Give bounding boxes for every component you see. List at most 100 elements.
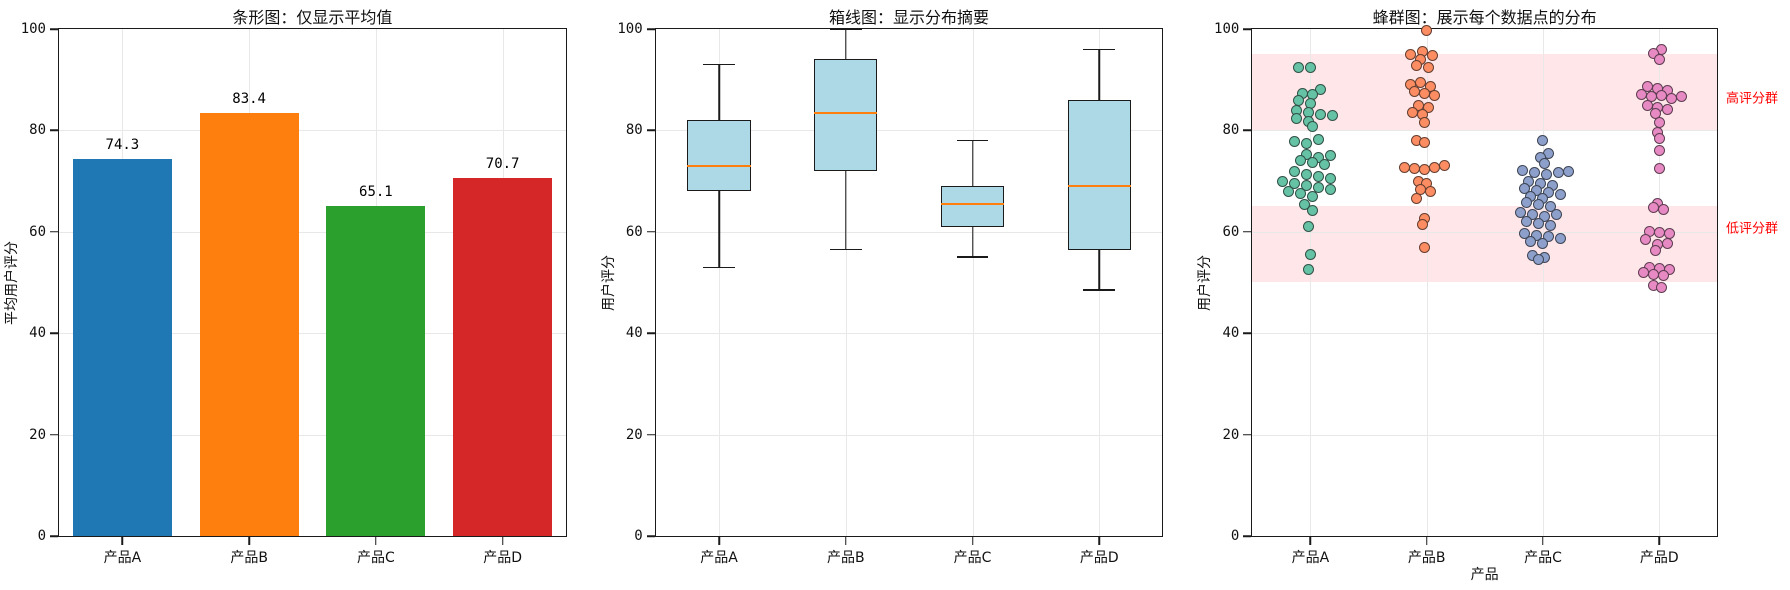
low-score-band-label: 低评分群 (1726, 221, 1779, 237)
x-gridline (845, 29, 847, 536)
subplot-box-plot: 箱线图：显示分布摘要 用户评分 0 20 40 60 80 100 产品A 产品B 产品C 产品D (597, 0, 1194, 590)
x-tick-label: 产品D (1639, 550, 1679, 566)
x-tick-mark (845, 537, 847, 545)
swarm-point (1306, 205, 1318, 216)
whisker-lower (718, 191, 720, 268)
bar-chart-y-axis-label: 平均用户评分 (4, 240, 20, 325)
swarm-point (1543, 231, 1555, 243)
swarm-point (1429, 90, 1441, 102)
median-line (814, 111, 878, 114)
box-产品D (1067, 99, 1131, 250)
x-tick-mark (121, 537, 124, 545)
whisker-upper (845, 29, 847, 60)
swarm-point (1302, 221, 1314, 233)
swarm-point (1653, 145, 1665, 157)
whisker-cap-bottom (829, 248, 862, 251)
y-tick-label: 100 (617, 21, 643, 37)
swarm-point (1421, 25, 1433, 37)
swarm-point (1312, 134, 1324, 146)
x-gridline (719, 29, 721, 536)
swarm-point (1288, 136, 1300, 148)
y-tick-label: 60 (1222, 223, 1240, 240)
whisker-cap-bottom (703, 266, 735, 269)
subplot-bar-chart: 条形图：仅显示平均值 平均用户评分 0 20 40 60 80 100 产品A 产品B 产品C 产… (0, 0, 597, 590)
swarm-point (1419, 137, 1431, 149)
bar-产品D (453, 177, 553, 536)
box-产品B (814, 59, 878, 171)
x-tick-label: 产品A (700, 550, 738, 566)
swarm-point (1312, 170, 1324, 182)
swarm-point (1324, 172, 1336, 184)
swarm-point (1515, 207, 1527, 219)
swarm-point (1300, 149, 1312, 161)
median-line (940, 202, 1005, 205)
y-tick-mark (50, 28, 58, 30)
x-tick-label: 产品A (1291, 550, 1330, 566)
swarm-point (1555, 232, 1567, 244)
whisker-cap-top (703, 63, 735, 66)
swarm-point (1304, 249, 1316, 261)
y-gridline (1252, 130, 1718, 132)
x-tick-label: 产品C (1524, 550, 1562, 566)
swarm-point (1521, 196, 1533, 208)
whisker-cap-top (829, 28, 862, 30)
x-gridline (1426, 29, 1428, 536)
swarm-point (1537, 135, 1549, 147)
bar-value-label: 70.7 (485, 155, 520, 172)
box-plot-title: 箱线图：显示分布摘要 (829, 8, 990, 27)
whisker-upper (1098, 49, 1101, 100)
swarm-point (1637, 266, 1649, 278)
y-tick-mark (50, 231, 58, 233)
swarm-point (1312, 181, 1324, 193)
x-tick-label: 产品A (103, 550, 142, 566)
swarm-point (1318, 159, 1330, 171)
x-gridline (1310, 29, 1312, 536)
swarm-point (1419, 117, 1431, 129)
bar-value-label: 83.4 (232, 91, 266, 108)
y-tick-label: 40 (1222, 325, 1240, 342)
swarm-point (1533, 198, 1545, 210)
y-tick-mark (1243, 433, 1252, 436)
bar-产品A (72, 159, 172, 536)
y-tick-mark (1243, 535, 1252, 537)
x-tick-label: 产品C (356, 550, 395, 566)
y-gridline (1252, 231, 1718, 233)
swarm-point (1276, 175, 1288, 187)
y-tick-label: 0 (1230, 528, 1240, 544)
swarm-point (1423, 62, 1435, 74)
swarm-point (1661, 103, 1673, 115)
box-plot-y-axis-label: 用户评分 (600, 254, 617, 311)
y-gridline (59, 434, 566, 436)
y-tick-label: 0 (37, 528, 46, 544)
y-gridline (655, 333, 1163, 335)
swarm-point (1537, 238, 1549, 250)
y-tick-label: 0 (634, 528, 643, 544)
swarm-point (1533, 218, 1545, 230)
x-tick-mark (971, 537, 974, 545)
swarm-point (1326, 109, 1338, 121)
x-tick-label: 产品C (953, 550, 992, 566)
x-tick-label: 产品B (230, 550, 268, 566)
y-tick-label: 40 (625, 325, 643, 342)
y-tick-label: 100 (1214, 21, 1240, 37)
swarm-point (1288, 177, 1300, 189)
whisker-cap-top (956, 139, 989, 142)
swarm-point (1653, 53, 1665, 65)
y-gridline (655, 231, 1163, 233)
swarm-point (1519, 228, 1531, 240)
y-tick-label: 80 (1222, 122, 1240, 139)
swarm-point (1302, 264, 1314, 276)
y-tick-label: 40 (29, 325, 46, 342)
swarm-point (1282, 185, 1294, 197)
y-gridline (59, 130, 566, 132)
y-tick-mark (646, 433, 655, 436)
y-tick-label: 100 (20, 21, 46, 37)
swarm-point (1531, 184, 1543, 196)
swarm-point (1665, 92, 1677, 104)
whisker-lower (971, 226, 974, 258)
y-tick-label: 80 (29, 122, 46, 139)
y-tick-label: 20 (1222, 426, 1240, 443)
x-tick-mark (1542, 537, 1544, 545)
bar-chart-plot-area: 0 20 40 60 80 100 产品A 产品B 产品C 产品D 74.3 83.4 65.1 70.7 (21, 21, 567, 566)
